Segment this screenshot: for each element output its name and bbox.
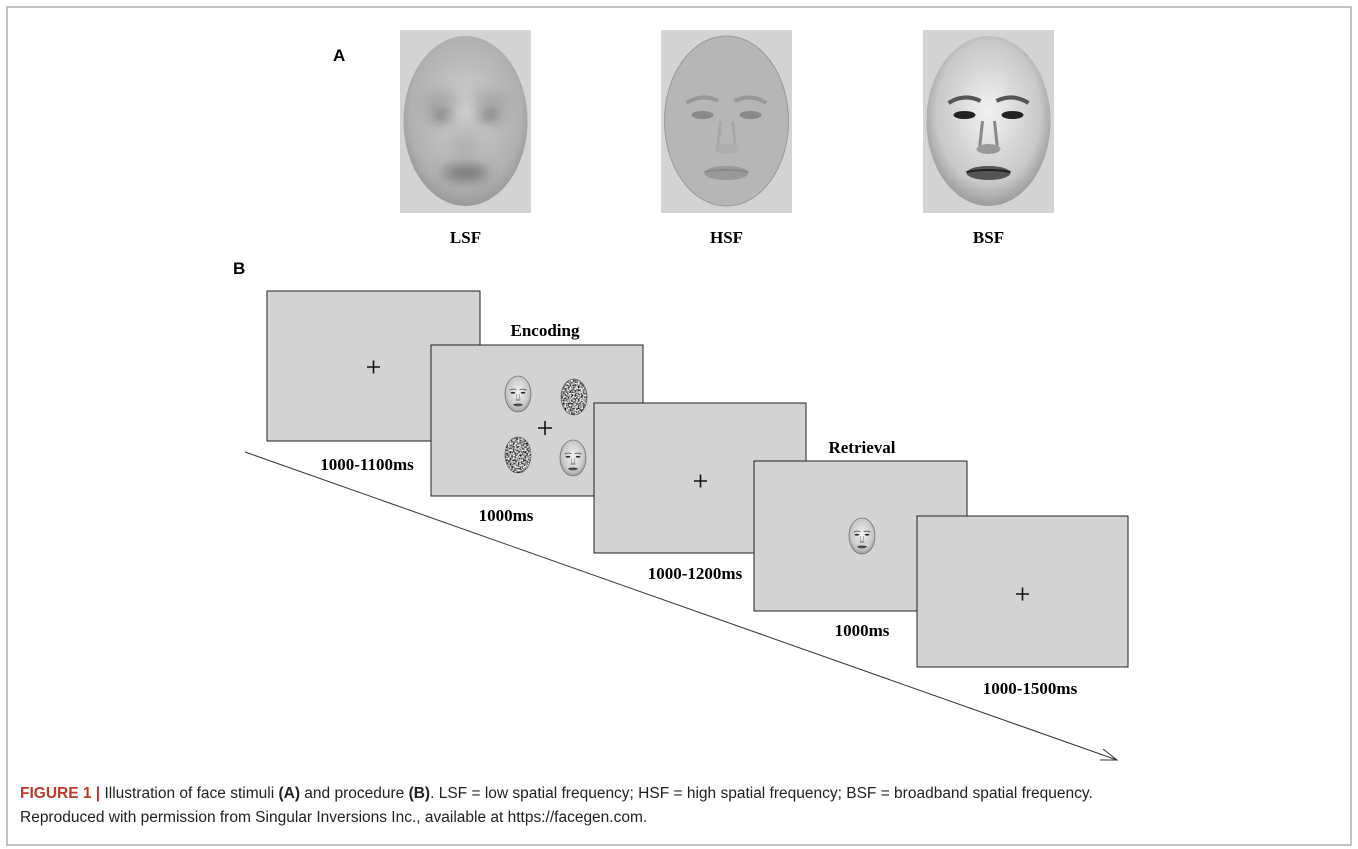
duration-label: 1000-1200ms [648,564,743,583]
caption-segment: FIGURE 1 | [20,785,101,802]
caption-line: Reproduced with permission from Singular… [20,809,648,826]
screen-title: Encoding [511,321,580,340]
caption-line: FIGURE 1 | Illustration of face stimuli … [20,782,1340,806]
stimulus-label: BSF [973,228,1004,247]
duration-label: 1000ms [835,621,890,640]
caption-segment: Illustration of face stimuli [100,785,279,802]
caption-segment: and procedure [300,785,409,802]
panel-label: A [333,46,345,65]
caption-segment: (B) [408,785,431,802]
duration-label: 1000ms [479,506,534,525]
lsf-image [400,30,531,213]
screen-title: Retrieval [828,438,895,457]
screen [916,515,1129,668]
duration-label: 1000-1100ms [320,455,414,474]
duration-label: 1000-1500ms [983,679,1078,698]
stimulus-label: HSF [710,228,743,247]
time-arrow [244,451,1118,761]
figure-border [6,6,1352,846]
caption-segment: . LSF = low spatial frequency; HSF = hig… [430,785,1093,802]
caption: FIGURE 1 | Illustration of face stimuli … [20,782,1340,830]
bsf-image [923,30,1054,213]
hsf-image [661,30,792,213]
caption-segment: (A) [278,785,300,802]
panel-label: B [233,259,245,278]
arrow-head [1100,748,1119,761]
stimulus-label: LSF [450,228,481,247]
